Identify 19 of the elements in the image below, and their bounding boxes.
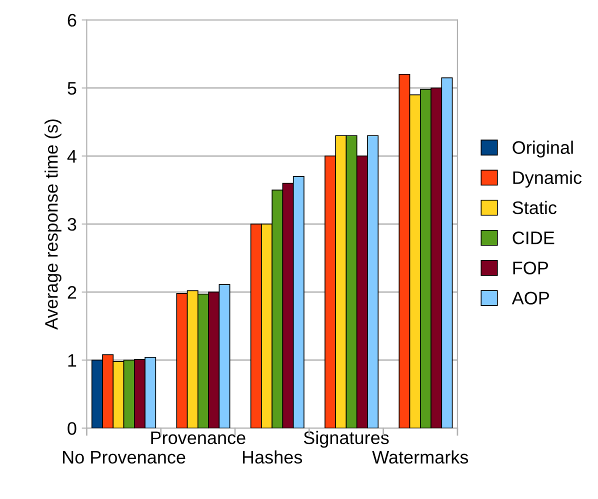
x-tick-label: Provenance	[151, 432, 246, 444]
y-tick-label: 4	[67, 150, 76, 163]
y-tick-label: 5	[68, 82, 76, 95]
y-tick-label: 1	[68, 354, 76, 367]
legend-label: FOP	[513, 262, 548, 274]
x-tick-label: Watermarks	[372, 450, 468, 464]
x-tick-label: Signatures	[304, 430, 389, 448]
legend-label: Original	[512, 140, 573, 158]
legend-label: CIDE	[512, 231, 554, 244]
x-tick-label: No Provenance	[63, 451, 186, 464]
legend-label: Dynamic	[513, 170, 582, 188]
y-tick-label: 3	[68, 218, 76, 231]
y-axis-title: Average response time (s)	[44, 119, 62, 330]
x-tick-label: Hashes	[242, 450, 302, 464]
legend-label: AOP	[512, 292, 550, 304]
legend-label: Static	[512, 200, 557, 214]
y-tick-label: 6	[68, 14, 76, 27]
y-tick-label: 0	[68, 422, 76, 435]
y-tick-label: 2	[68, 286, 76, 299]
